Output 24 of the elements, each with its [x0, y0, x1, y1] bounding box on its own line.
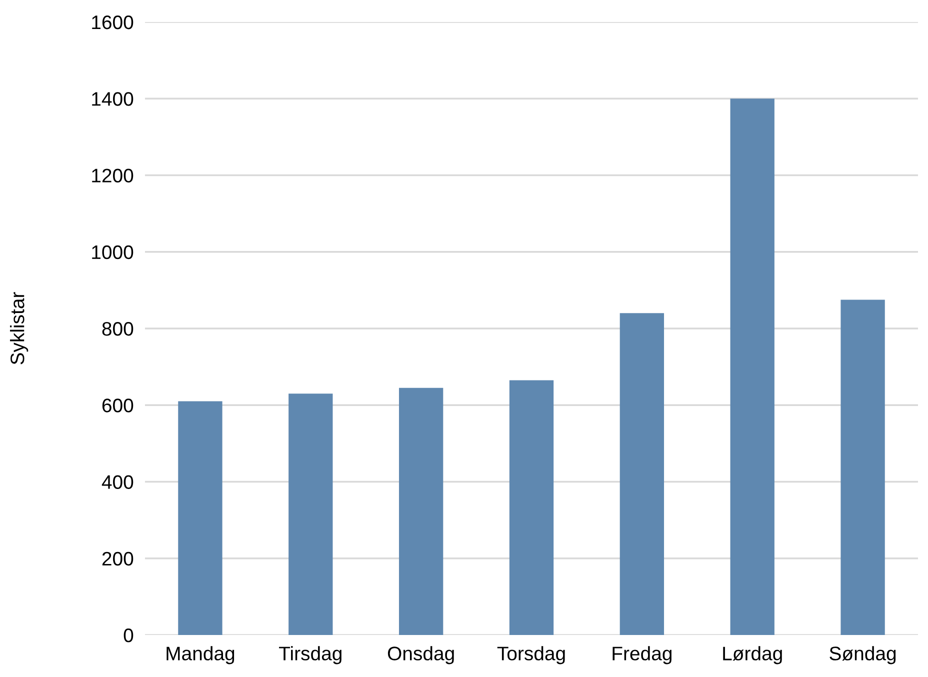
- x-tick-label: Mandag: [166, 646, 234, 664]
- bar: [840, 300, 885, 635]
- y-tick-label: 800: [102, 322, 134, 336]
- x-tick-label: Fredag: [612, 646, 672, 664]
- y-axis-title: Syklistar: [10, 292, 28, 364]
- x-tick-label: Torsdag: [497, 646, 565, 664]
- bar: [620, 313, 664, 635]
- y-tick-label: 0: [124, 628, 134, 642]
- y-tick-label: 400: [102, 475, 134, 489]
- y-tick-label: 1400: [92, 92, 134, 106]
- y-tick-label: 600: [102, 398, 134, 412]
- y-tick-label: 1200: [92, 168, 134, 182]
- y-tick-label: 1600: [92, 15, 134, 30]
- y-tick-label: 1000: [92, 245, 134, 260]
- bar: [398, 388, 444, 635]
- x-tick-label: Søndag: [830, 646, 896, 664]
- bar: [730, 98, 774, 635]
- x-tick-label: Tirsdag: [279, 646, 342, 664]
- y-tick-label: 200: [102, 552, 134, 566]
- bar: [178, 401, 222, 635]
- bar: [288, 394, 333, 635]
- x-tick-label: Lørdag: [723, 646, 782, 664]
- bar: [509, 380, 554, 635]
- x-tick-label: Onsdag: [388, 646, 454, 664]
